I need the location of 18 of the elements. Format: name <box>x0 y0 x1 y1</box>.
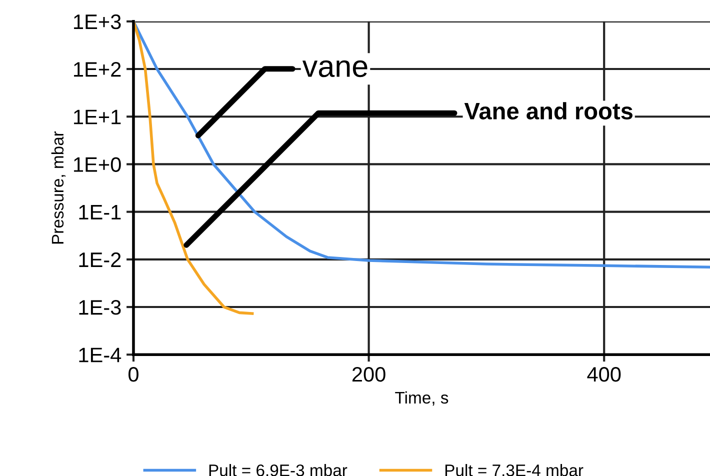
y-tick-label: 1E+0 <box>74 157 121 172</box>
y-tick-label: 1E+3 <box>74 14 121 30</box>
y-axis-title: Pressure, mbar <box>51 131 66 244</box>
x-axis-title: Time, s <box>395 391 448 406</box>
line-series <box>133 21 254 315</box>
y-tick-label: 1E-2 <box>79 252 121 267</box>
y-tick-label: 1E-1 <box>79 205 121 220</box>
x-tick-label: 200 <box>352 366 386 382</box>
x-tick-label: 0 <box>128 366 138 382</box>
y-tick-label: 1E+1 <box>74 110 121 124</box>
y-tick-label: 1E-4 <box>79 348 122 362</box>
x-tick-label: 400 <box>587 366 621 382</box>
annotation: vane <box>302 60 368 78</box>
legend-label: Pult = 7.3E-4 mbar <box>445 464 584 476</box>
y-tick-label: 1E+2 <box>74 62 121 77</box>
annotation: Vane and roots <box>464 102 632 120</box>
y-tick-label: 1E-3 <box>79 300 121 315</box>
legend-label: Pult = 6.9E-3 mbar <box>209 464 348 476</box>
